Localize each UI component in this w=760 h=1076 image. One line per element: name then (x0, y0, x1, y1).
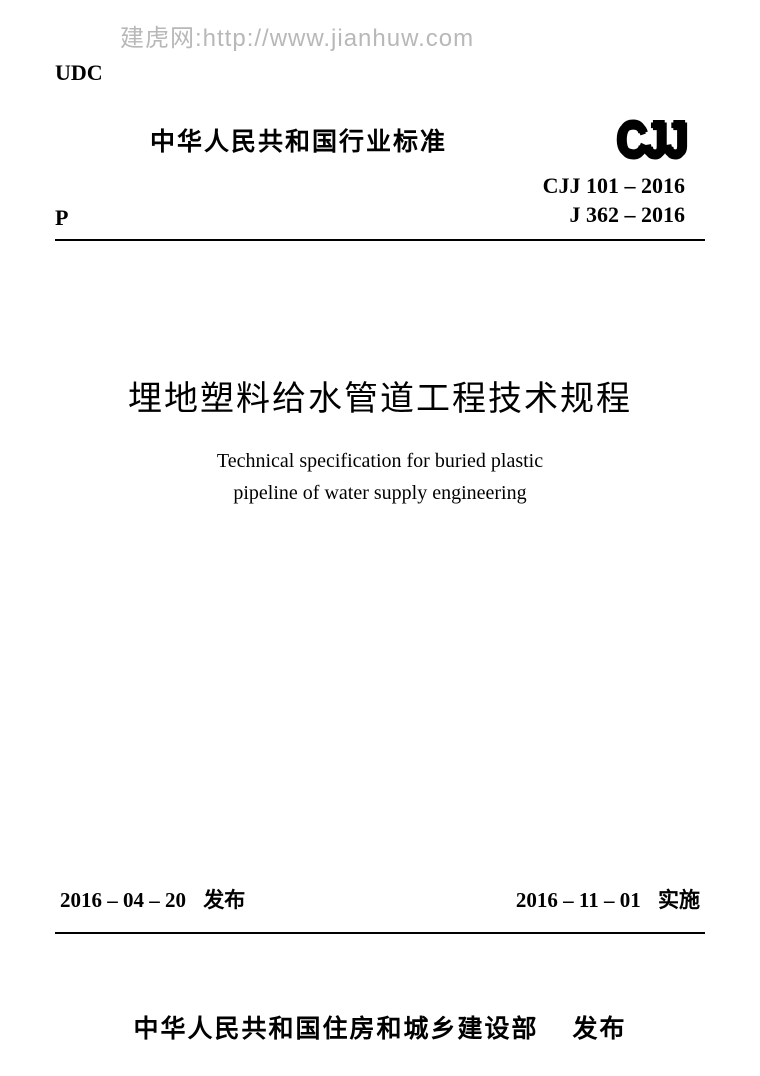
issue-date-item: 2016 – 04 – 20 发布 (60, 884, 245, 914)
main-title-chinese: 埋地塑料给水管道工程技术规程 (55, 371, 705, 420)
code-line-1: CJJ 101 – 2016 (55, 172, 685, 201)
standard-title-row: 中华人民共和国行业标准 CJJ (55, 116, 705, 164)
cjj-logo-icon: CJJ (617, 111, 685, 169)
publisher-org: 中华人民共和国住房和城乡建设部 (133, 1015, 538, 1043)
dates-section: 2016 – 04 – 20 发布 2016 – 11 – 01 实施 (55, 884, 705, 914)
issue-date: 2016 – 04 – 20 (60, 888, 186, 912)
main-title-english-line1: Technical specification for buried plast… (55, 445, 705, 477)
standard-title: 中华人民共和国行业标准 (150, 122, 447, 158)
dates-divider (55, 932, 705, 934)
issue-label: 发布 (203, 889, 245, 912)
effective-date: 2016 – 11 – 01 (516, 888, 641, 912)
cjj-logo-box: CJJ (617, 116, 685, 164)
publisher-action: 发布 (573, 1015, 627, 1043)
header-divider (55, 239, 705, 241)
udc-label: UDC (55, 60, 705, 86)
header-section: UDC 中华人民共和国行业标准 CJJ CJJ 101 – 2016 J 362… (55, 0, 705, 241)
main-title-english-line2: pipeline of water supply engineering (55, 477, 705, 509)
main-title-section: 埋地塑料给水管道工程技术规程 Technical specification f… (55, 371, 705, 509)
publisher-section: 中华人民共和国住房和城乡建设部 发布 (55, 1009, 705, 1045)
effective-label: 实施 (658, 889, 700, 912)
effective-date-item: 2016 – 11 – 01 实施 (516, 884, 700, 914)
